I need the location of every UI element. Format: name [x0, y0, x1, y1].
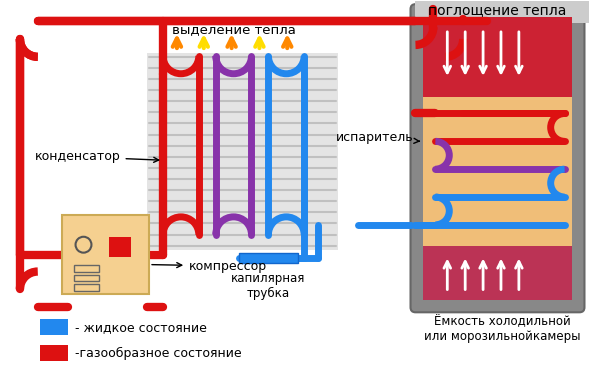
Bar [62, 215, 149, 294]
Text: поглощение тепла: поглощение тепла [428, 3, 566, 17]
Bar [424, 96, 572, 246]
Bar [74, 274, 100, 281]
Bar [40, 319, 68, 335]
Text: -газообразное состояние: -газообразное состояние [74, 347, 241, 359]
Bar [74, 265, 100, 272]
Bar [40, 345, 68, 361]
Text: капилярная
трубка: капилярная трубка [231, 272, 305, 299]
Bar [424, 17, 572, 96]
Bar [74, 285, 100, 291]
Text: конденсатор: конденсатор [35, 150, 158, 163]
Bar [415, 1, 589, 23]
FancyBboxPatch shape [410, 4, 584, 312]
Bar [109, 237, 131, 257]
Text: Ёмкость холодильной
или морозильнойкамеры: Ёмкость холодильной или морозильнойкамер… [424, 315, 580, 343]
Text: испаритель: испаритель [336, 131, 419, 144]
Bar [424, 246, 572, 300]
Bar [147, 53, 338, 250]
Text: выделение тепла: выделение тепла [172, 23, 296, 36]
Text: - жидкое состояние: - жидкое состояние [74, 321, 206, 334]
Bar [239, 253, 298, 263]
Text: компрессор: компрессор [152, 260, 267, 272]
